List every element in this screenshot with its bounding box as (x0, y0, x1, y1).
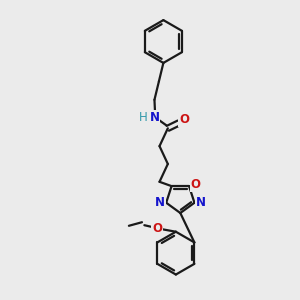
Text: N: N (196, 196, 206, 208)
Text: O: O (179, 113, 189, 127)
Text: N: N (154, 196, 165, 208)
Text: O: O (190, 178, 201, 191)
Text: O: O (152, 222, 162, 235)
Text: H: H (139, 110, 148, 124)
Text: N: N (149, 110, 160, 124)
